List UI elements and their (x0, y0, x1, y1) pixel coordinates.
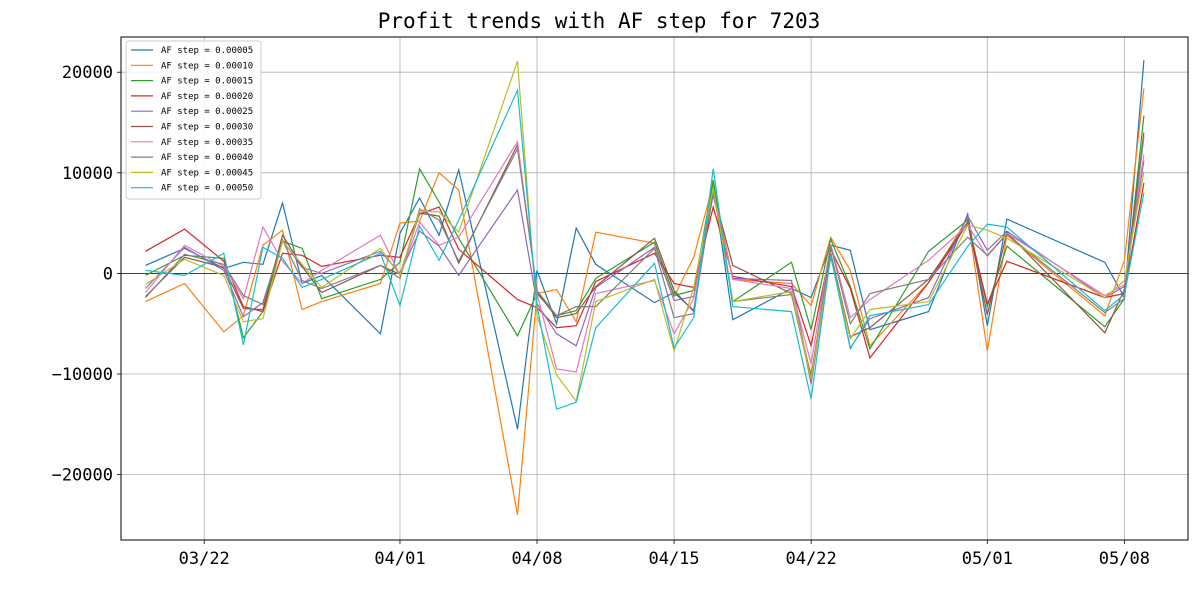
legend-box (125, 40, 262, 200)
legend-label: AF step = 0.00010 (161, 61, 253, 71)
legend-label: AF step = 0.00015 (161, 77, 253, 87)
series-line-8 (145, 136, 1145, 381)
x-tick-label: 04/08 (511, 549, 562, 569)
x-tick-label: 04/22 (786, 549, 837, 569)
legend-label: AF step = 0.00040 (161, 153, 253, 163)
x-tick-label: 05/01 (962, 549, 1013, 569)
series-layer (145, 60, 1145, 516)
series-line-9 (145, 60, 1145, 403)
series-line-4 (145, 182, 1145, 360)
legend-label: AF step = 0.00025 (161, 107, 253, 117)
legend-label: AF step = 0.00020 (161, 92, 253, 102)
x-tick-label: 05/08 (1099, 549, 1150, 569)
legend-label: AF step = 0.00035 (161, 138, 253, 148)
x-axis: 03/22 04/01 04/08 04/15 04/22 05/01 05/08 (179, 540, 1150, 569)
chart-title: Profit trends with AF step for 7203 (378, 9, 821, 33)
x-tick-label: 03/22 (179, 549, 230, 569)
series-line-10 (145, 87, 1145, 411)
plot-frame (120, 36, 1189, 541)
legend-label: AF step = 0.00050 (161, 184, 253, 194)
legend-label: AF step = 0.00005 (161, 46, 253, 56)
y-tick-label: 10000 (62, 164, 113, 184)
y-tick-label: 20000 (62, 63, 113, 83)
legend-label: AF step = 0.00030 (161, 123, 253, 133)
series-line-7 (145, 139, 1145, 373)
y-tick-label: 0 (103, 264, 113, 284)
series-line-3 (145, 115, 1145, 351)
y-tick-label: −20000 (52, 466, 113, 486)
y-tick-label: −10000 (52, 365, 113, 385)
legend-label: AF step = 0.00045 (161, 168, 253, 178)
x-tick-label: 04/15 (648, 549, 699, 569)
y-axis: −20000 −10000 0 10000 20000 (52, 63, 121, 486)
legend: AF step = 0.00005 AF step = 0.00010 AF ste… (125, 40, 262, 200)
x-tick-label: 04/01 (374, 549, 425, 569)
